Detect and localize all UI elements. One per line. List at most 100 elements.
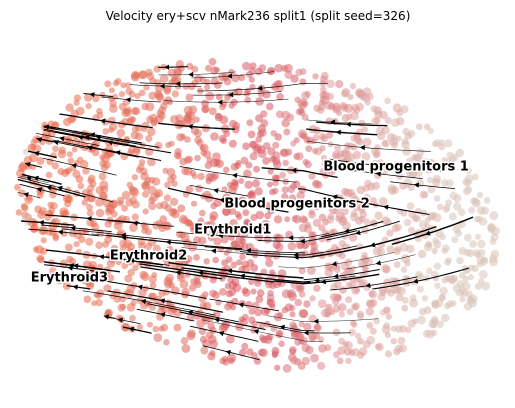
cell-point — [401, 304, 409, 312]
cell-point — [242, 61, 251, 71]
streamline — [82, 290, 216, 316]
cell-point — [274, 133, 283, 141]
cell-point — [103, 284, 112, 293]
streamline-arrowhead — [238, 302, 244, 308]
cell-point — [381, 264, 390, 273]
cell-point — [440, 179, 449, 187]
streamline — [261, 167, 338, 179]
cell-point — [446, 179, 454, 187]
cell-point — [247, 130, 256, 139]
cell-point — [391, 224, 400, 233]
cell-point — [121, 262, 129, 270]
streamline-arrowhead — [217, 99, 223, 105]
cell-point — [205, 91, 215, 101]
cell-point — [425, 240, 433, 248]
cell-point — [47, 201, 54, 209]
cell-point — [225, 290, 233, 298]
cell-point — [359, 210, 367, 219]
cell-point — [416, 148, 425, 157]
cell-point — [251, 179, 261, 188]
cell-point — [312, 134, 320, 142]
cell-point — [92, 268, 101, 277]
cell-point — [436, 203, 444, 211]
streamline — [391, 216, 474, 245]
cell-point — [395, 293, 404, 302]
cell-point — [51, 162, 59, 170]
cell-point — [196, 319, 205, 328]
cell-point — [382, 139, 391, 148]
cell-point — [73, 94, 81, 102]
cell-point — [255, 136, 263, 143]
streamline — [163, 98, 289, 103]
cell-point — [476, 206, 486, 215]
cell-point — [399, 182, 407, 190]
cell-point — [373, 317, 380, 325]
streamline-arrowhead — [23, 192, 29, 198]
cell-point — [402, 127, 410, 136]
cell-point — [356, 185, 366, 195]
cell-point — [37, 210, 46, 219]
cell-point — [319, 252, 326, 260]
cell-point — [335, 215, 342, 223]
cell-point — [411, 154, 418, 161]
cell-point — [110, 244, 119, 253]
cell-point — [266, 181, 273, 188]
streamline-arrowhead — [98, 254, 105, 260]
cell-point — [215, 93, 223, 101]
streamline — [191, 71, 275, 79]
cell-point — [248, 76, 255, 83]
cell-point — [260, 336, 267, 344]
cell-point — [334, 144, 341, 152]
cell-point — [448, 212, 457, 221]
cell-point — [324, 344, 332, 352]
streamline-arrowhead — [217, 233, 223, 239]
cell-point — [374, 144, 381, 151]
cell-point — [66, 273, 74, 282]
cell-point — [310, 353, 319, 363]
cell-point — [443, 206, 450, 213]
streamline — [45, 249, 164, 266]
streamline — [179, 311, 266, 331]
cell-point — [108, 95, 115, 102]
cell-point — [262, 90, 271, 99]
streamline-arrowhead — [210, 248, 217, 254]
cell-point — [298, 321, 305, 328]
cell-point — [158, 289, 166, 298]
streamline — [36, 132, 100, 146]
cell-point — [99, 180, 109, 190]
cell-point — [272, 160, 282, 169]
cell-point — [481, 281, 491, 291]
cell-point — [284, 70, 293, 79]
cell-point — [112, 79, 120, 87]
cell-point — [362, 340, 371, 349]
cell-point — [248, 307, 256, 315]
cell-point — [137, 249, 145, 257]
cell-point — [181, 167, 190, 176]
cell-point — [320, 71, 329, 80]
cell-point — [154, 141, 163, 150]
cell-point — [128, 90, 136, 98]
cell-point — [369, 327, 377, 335]
cell-point — [450, 274, 459, 283]
cell-point — [255, 295, 264, 303]
cell-point — [204, 84, 211, 91]
cell-point — [125, 198, 134, 207]
cell-point — [102, 128, 109, 135]
cell-point — [379, 289, 387, 297]
cell-point — [355, 332, 362, 339]
cell-point — [258, 198, 266, 206]
cell-point — [312, 73, 319, 80]
cell-point — [73, 99, 80, 106]
cell-point — [213, 66, 220, 73]
cell-point — [427, 185, 436, 194]
streamline-arrowhead — [359, 145, 365, 151]
cell-point — [118, 103, 127, 111]
cell-point — [272, 176, 279, 183]
cell-point — [404, 260, 411, 267]
streamline — [290, 275, 356, 283]
cell-point — [231, 125, 240, 134]
cell-point — [462, 178, 470, 186]
cell-point — [469, 240, 477, 248]
cell-point — [441, 247, 448, 254]
